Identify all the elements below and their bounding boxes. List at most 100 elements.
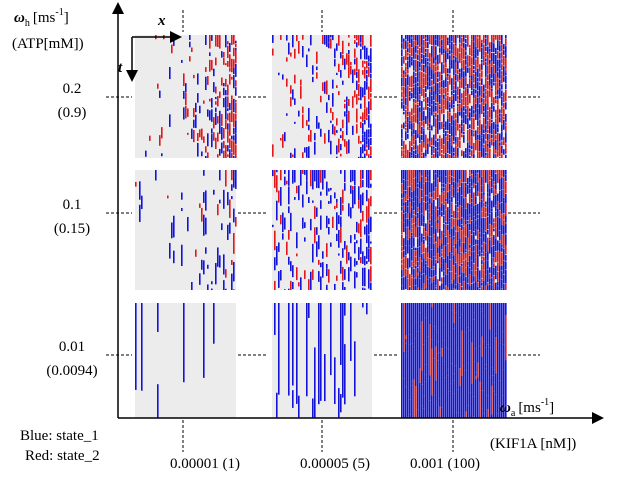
state-2-segment — [455, 62, 457, 74]
state-1-segment — [413, 150, 415, 154]
state-2-segment — [477, 191, 479, 197]
state-1-segment — [340, 303, 342, 365]
state-1-segment — [495, 139, 497, 150]
state-1-segment — [505, 72, 507, 76]
state-1-segment — [443, 378, 445, 417]
state-1-segment — [421, 134, 423, 141]
state-1-segment — [463, 131, 465, 135]
state-1-segment — [447, 375, 449, 418]
state-1-segment — [451, 196, 453, 203]
state-2-segment — [411, 170, 413, 184]
state-2-segment — [149, 135, 151, 141]
state-1-segment — [497, 372, 499, 414]
state-2-segment — [423, 192, 425, 202]
state-2-segment — [322, 82, 324, 91]
state-2-segment — [489, 51, 491, 59]
state-1-segment — [308, 197, 310, 204]
state-2-segment — [358, 69, 360, 83]
state-1-segment — [451, 283, 453, 290]
state-1-segment — [368, 115, 370, 128]
state-2-segment — [370, 170, 372, 181]
state-2-segment — [491, 61, 493, 67]
state-2-segment — [201, 207, 203, 222]
state-1-segment — [356, 221, 358, 233]
state-2-segment — [425, 178, 427, 182]
state-1-segment — [181, 192, 183, 200]
state-2-segment — [479, 178, 481, 192]
state-2-segment — [485, 155, 487, 158]
state-1-segment — [493, 154, 495, 158]
state-1-segment — [467, 227, 469, 238]
state-2-segment — [469, 56, 471, 67]
state-1-segment — [501, 202, 503, 214]
state-1-segment — [350, 170, 352, 183]
state-2-segment — [215, 137, 217, 149]
state-1-segment — [219, 199, 221, 204]
state-1-segment — [451, 303, 453, 311]
state-1-segment — [213, 189, 215, 195]
state-1-segment — [471, 207, 473, 221]
state-2-segment — [495, 83, 497, 91]
state-2-segment — [461, 150, 463, 157]
state-1-segment — [231, 184, 233, 191]
state-1-segment — [415, 154, 417, 158]
state-1-segment — [362, 251, 364, 264]
state-1-segment — [318, 303, 320, 405]
state-1-segment — [405, 338, 407, 344]
state-1-segment — [449, 349, 451, 392]
state-1-segment — [441, 303, 443, 349]
state-2-segment — [292, 154, 294, 158]
state-2-segment — [401, 251, 403, 260]
state-2-segment — [425, 275, 427, 288]
state-2-segment — [411, 136, 413, 147]
state-1-segment — [370, 241, 372, 244]
state-1-segment — [411, 343, 413, 363]
state-1-segment — [419, 86, 421, 95]
state-1-segment — [477, 49, 479, 56]
state-1-segment — [455, 243, 457, 249]
state-2-segment — [403, 264, 405, 277]
state-2-segment — [405, 124, 407, 128]
state-1-segment — [471, 105, 473, 118]
state-2-segment — [296, 253, 298, 257]
state-1-segment — [451, 152, 453, 158]
state-2-segment — [435, 94, 437, 103]
state-2-segment — [423, 252, 425, 259]
state-1-segment — [443, 361, 445, 379]
state-2-segment — [415, 113, 417, 123]
state-1-segment — [427, 35, 429, 42]
state-1-segment — [433, 146, 435, 149]
state-2-segment — [157, 83, 159, 89]
state-1-segment — [467, 283, 469, 290]
state-2-segment — [427, 138, 429, 143]
state-1-segment — [431, 69, 433, 80]
state-2-segment — [348, 110, 350, 123]
state-1-segment — [401, 392, 403, 396]
state-2-segment — [320, 95, 322, 103]
state-1-segment — [409, 151, 411, 158]
state-1-segment — [499, 109, 501, 113]
state-1-segment — [405, 355, 407, 373]
state-1-segment — [411, 303, 413, 344]
state-2-segment — [419, 78, 421, 87]
state-1-segment — [441, 256, 443, 264]
state-2-segment — [467, 93, 469, 106]
state-2-segment — [459, 129, 461, 141]
state-2-segment — [370, 246, 372, 265]
state-2-segment — [415, 250, 417, 257]
state-2-segment — [407, 187, 409, 200]
state-2-segment — [362, 210, 364, 222]
state-1-segment — [419, 170, 421, 173]
state-1-segment — [447, 68, 449, 73]
state-1-segment — [459, 219, 461, 228]
state-2-segment — [280, 137, 282, 141]
state-1-segment — [441, 62, 443, 74]
state-2-segment — [503, 102, 505, 108]
state-1-segment — [403, 122, 405, 129]
state-2-segment — [481, 278, 483, 283]
state-1-segment — [503, 331, 505, 345]
state-2-segment — [360, 116, 362, 119]
state-1-segment — [445, 51, 447, 63]
state-1-segment — [203, 260, 205, 275]
state-2-segment — [467, 35, 469, 41]
